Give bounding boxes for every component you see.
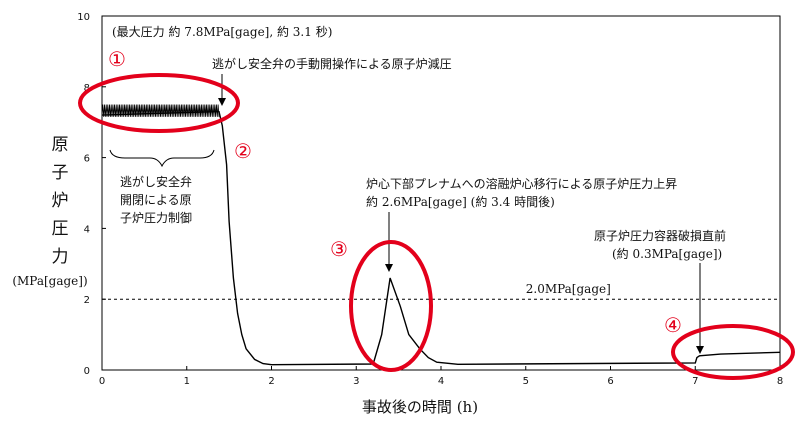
marker-4: ④ — [664, 313, 682, 337]
y-tick-label: 2 — [84, 295, 90, 306]
highlight-ellipse-3 — [349, 240, 433, 372]
x-tick-label: 4 — [438, 376, 444, 387]
arrowhead-rpv — [696, 346, 704, 354]
annotation-srv-line-1: 逃がし安全弁 — [120, 174, 192, 189]
x-tick-label: 3 — [353, 376, 359, 387]
ylabel-char-1: 原 — [52, 135, 69, 155]
series-oscillation — [101, 104, 220, 117]
x-tick-label: 2 — [268, 376, 274, 387]
annotation-relocation-line-1: 炉心下部プレナムへの溶融炉心移行による原子炉圧力上昇 — [366, 176, 677, 191]
brace-srv — [109, 149, 215, 168]
annotation-rpv-line-2: (約 0.3MPa[gage]) — [612, 246, 722, 261]
ylabel-char-4: 圧 — [52, 219, 69, 239]
x-tick-label: 8 — [777, 376, 783, 387]
ylabel-unit: (MPa[gage]) — [12, 274, 87, 288]
series-line — [101, 110, 781, 366]
annotation-max-pressure: (最大圧力 約 7.8MPa[gage], 約 3.1 秒) — [112, 24, 332, 39]
x-tick-label: 0 — [99, 376, 105, 387]
reference-line-label: 2.0MPa[gage] — [526, 282, 611, 296]
annotation-relocation-line-2: 約 2.6MPa[gage] (約 3.4 時間後) — [366, 194, 555, 209]
ylabel-char-2: 子 — [52, 163, 69, 183]
y-tick-label: 4 — [84, 224, 90, 235]
arrowhead-relocation — [385, 264, 393, 272]
ylabel-char-3: 炉 — [52, 191, 69, 211]
ylabel-char-5: 力 — [52, 247, 69, 267]
annotation-rpv-line-1: 原子炉圧力容器破損直前 — [594, 228, 726, 243]
annotation-srv-line-2: 開閉による原 — [120, 193, 192, 207]
highlight-ellipse-4 — [671, 324, 795, 380]
y-tick-label: 8 — [84, 83, 90, 94]
x-tick-label: 5 — [523, 376, 529, 387]
marker-2: ② — [234, 139, 252, 163]
xlabel: 事故後の時間 (h) — [362, 398, 478, 416]
y-tick-label: 6 — [84, 154, 90, 165]
highlight-ellipse-1 — [78, 73, 240, 133]
x-tick-label: 6 — [607, 376, 613, 387]
marker-1: ① — [108, 47, 126, 71]
annotation-srv-line-3: 子炉圧力制御 — [120, 210, 192, 225]
y-tick-label: 0 — [84, 366, 90, 377]
annotation-manual-valve: 逃がし安全弁の手動開操作による原子炉減圧 — [212, 56, 452, 71]
x-tick-label: 7 — [692, 376, 698, 387]
arrowhead-manual-valve — [218, 98, 226, 106]
x-tick-label: 1 — [184, 376, 190, 387]
marker-3: ③ — [330, 237, 348, 261]
y-tick-label: 10 — [77, 12, 90, 23]
